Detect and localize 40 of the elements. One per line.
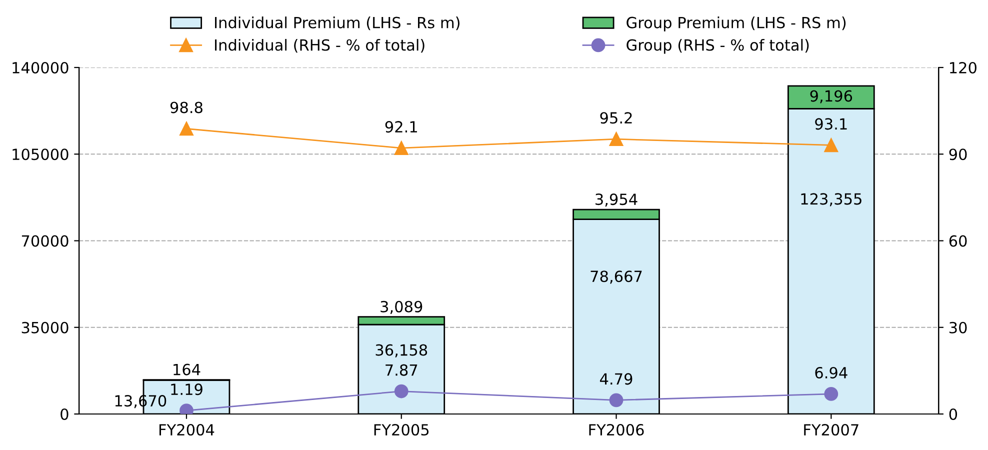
data-label: 9,196 [810, 90, 852, 104]
point [824, 387, 838, 401]
data-label: 3,954 [596, 194, 638, 207]
data-label: 3,089 [380, 300, 422, 314]
data-label: 1.19 [171, 384, 202, 396]
x-tick-label: FY2006 [589, 424, 644, 436]
data-label: 164 [174, 364, 200, 376]
x-tick-label: FY2005 [374, 424, 429, 436]
point [394, 384, 408, 398]
data-label: 98.8 [170, 102, 202, 114]
y-tick-label: 105000 [12, 148, 68, 160]
data-label: 4.79 [600, 373, 632, 385]
x-tick-label: FY2007 [804, 424, 858, 436]
data-label: 92.1 [385, 121, 417, 133]
y2-tick-label: 30 [949, 322, 967, 334]
legend-label: Individual (RHS - % of total) [215, 38, 424, 53]
data-label: 36,158 [376, 344, 428, 358]
y-tick-label: 0 [60, 408, 68, 420]
y2-tick-label: 120 [950, 62, 976, 74]
data-label: 78,667 [590, 270, 642, 284]
y-tick-label: 140000 [12, 62, 68, 74]
y2-tick-label: 90 [949, 148, 967, 160]
data-label: 93.1 [815, 118, 847, 130]
legend-label: Group Premium (LHS - RS m) [626, 16, 846, 32]
y2-tick-label: 60 [949, 235, 967, 247]
y2-tick-label: 0 [949, 408, 958, 420]
point [609, 393, 624, 408]
point [180, 122, 194, 136]
data-label: 7.87 [386, 364, 418, 376]
y-tick-label: 70000 [22, 235, 68, 247]
data-label: 95.2 [600, 112, 632, 124]
data-label: 123,355 [801, 193, 862, 206]
data-label: 6.94 [815, 366, 848, 378]
legend-label: Group (RHS - % of total) [626, 38, 809, 54]
point [394, 141, 408, 156]
point [609, 132, 624, 146]
legend-label: Individual Premium (LHS - Rs m) [215, 16, 460, 30]
x-tick-label: FY2004 [159, 424, 214, 436]
point [824, 138, 838, 152]
y-tick-label: 35000 [22, 322, 68, 334]
